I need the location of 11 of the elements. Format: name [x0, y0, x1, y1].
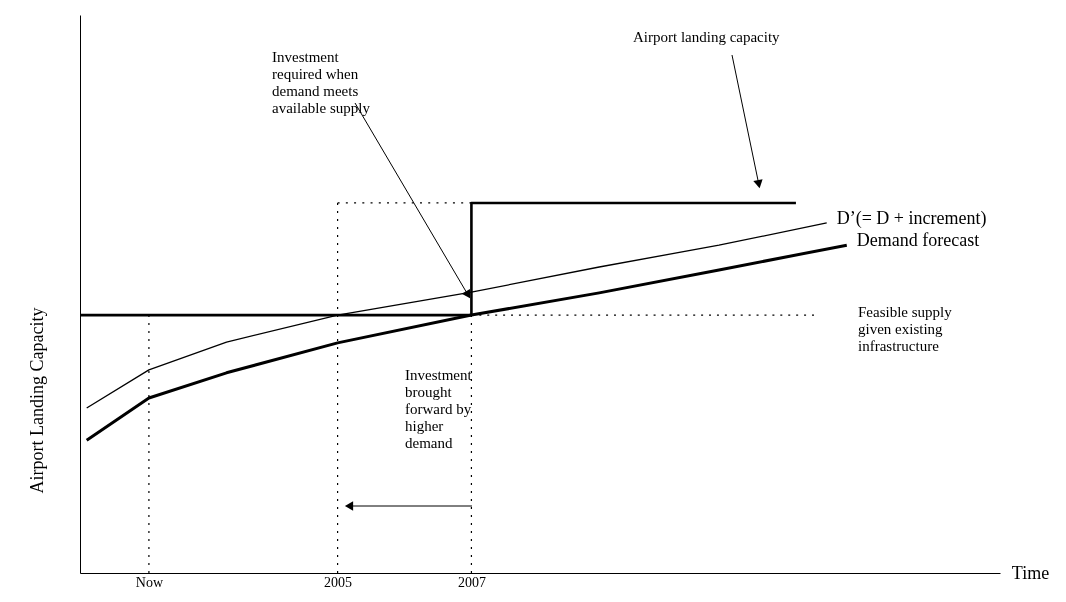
x-tick-label: 2007: [457, 574, 486, 590]
annotation: Feasible supply given existing infrastructure: [857, 304, 953, 355]
y-axis-title: Airport Landing Capacity: [26, 307, 47, 494]
x-tick-label: Now: [135, 574, 164, 590]
series-label: Demand forecast: [856, 230, 980, 251]
x-axis-title: Time: [1011, 562, 1050, 583]
text: Investment required when demand meets available supply: [272, 49, 371, 116]
text: Airport landing capacity: [633, 29, 781, 45]
series-label: D’(= D + increment): [836, 207, 987, 229]
x-tick-label: 2005: [324, 574, 353, 590]
annotation: Investment brought forward by higher demand: [405, 367, 473, 451]
